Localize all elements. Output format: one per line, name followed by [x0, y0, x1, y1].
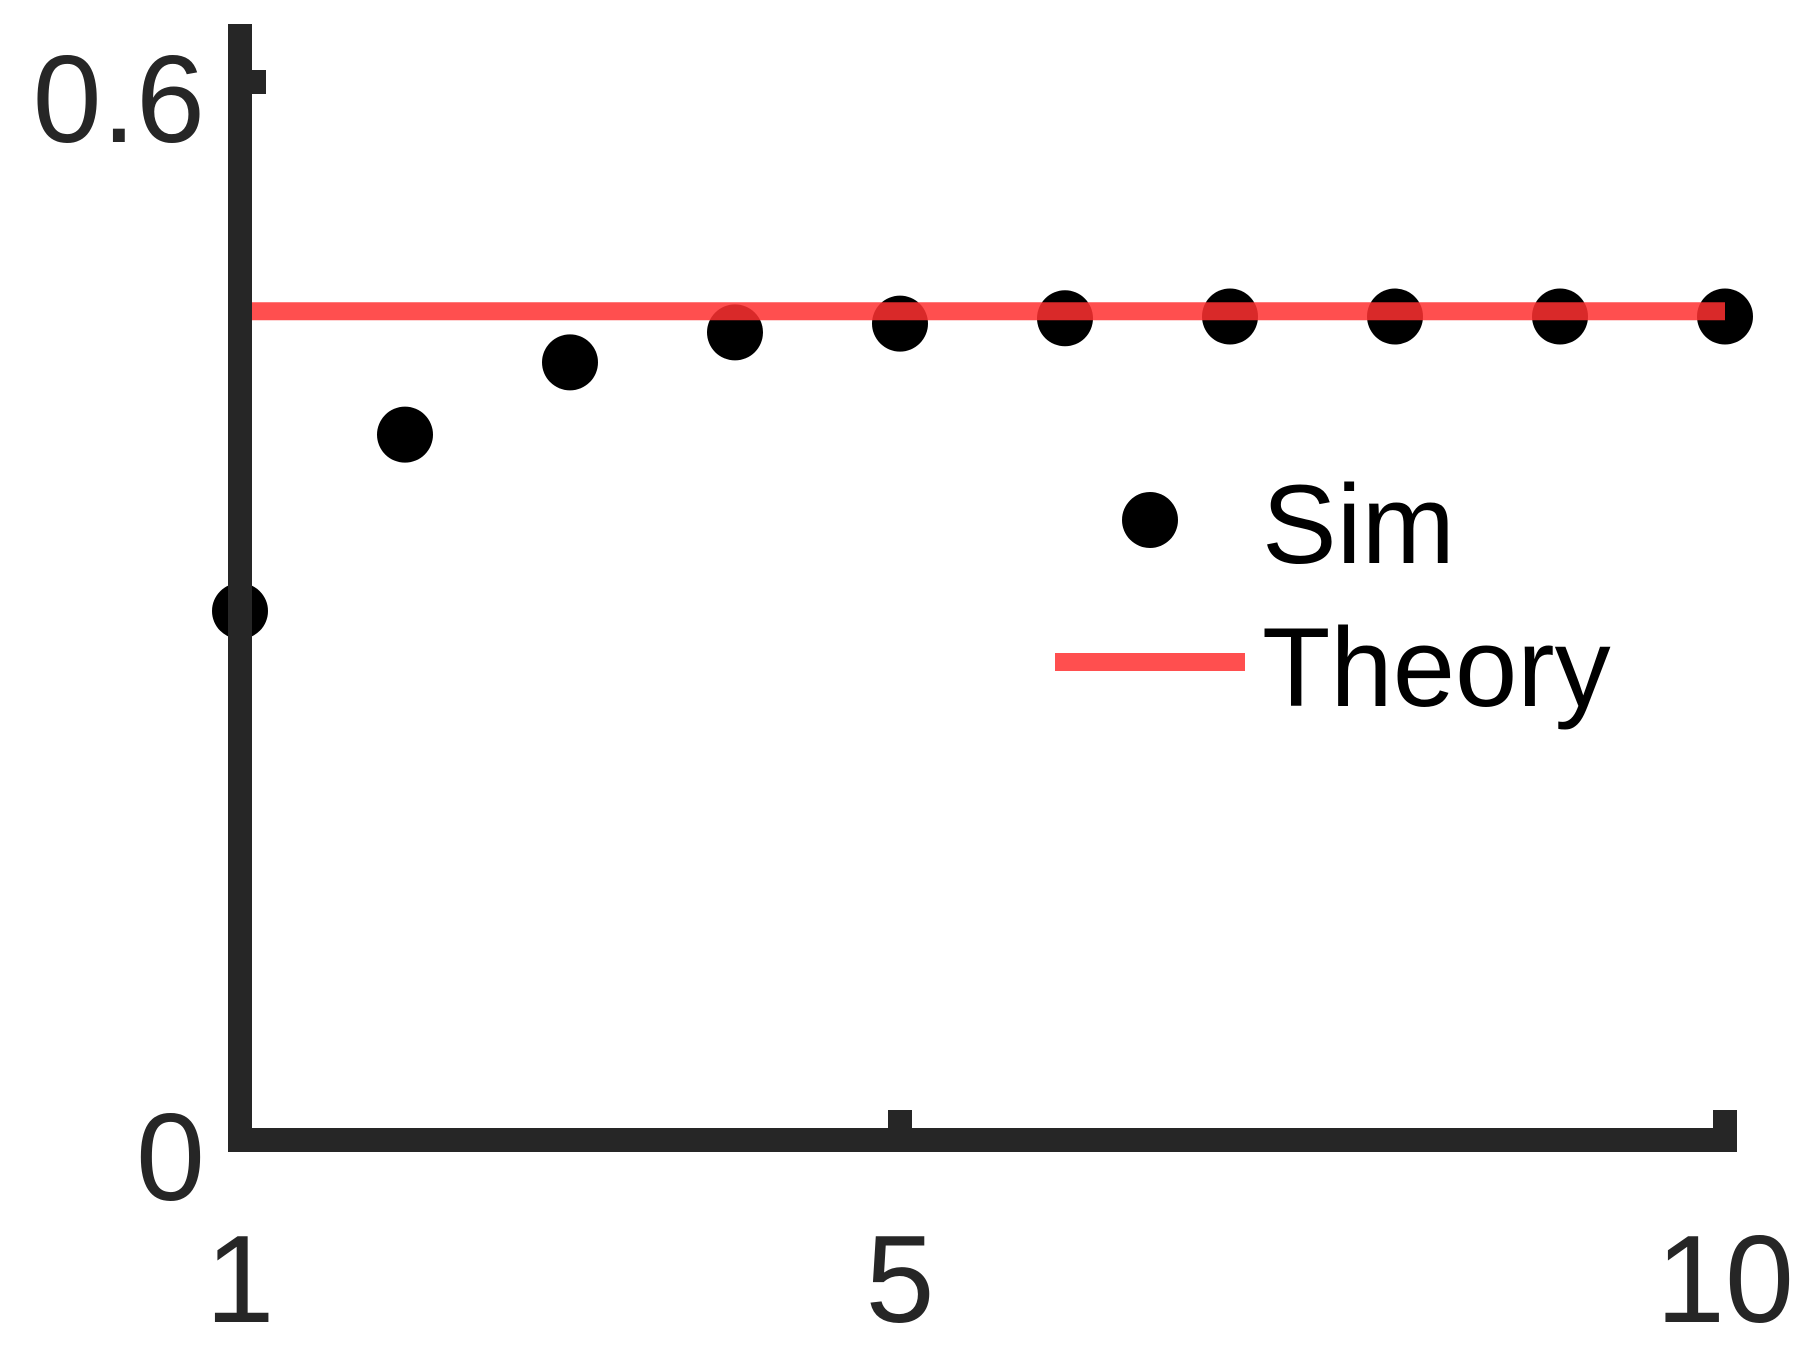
- legend-sim-marker: [1122, 492, 1178, 548]
- sim-point: [542, 334, 598, 391]
- legend: Sim Theory: [1055, 462, 1611, 730]
- sim-point: [377, 406, 433, 463]
- x-tick-label-10: 10: [1656, 1211, 1794, 1349]
- legend-theory-label: Theory: [1262, 605, 1611, 730]
- y-tick-label-0.6: 0.6: [33, 31, 205, 169]
- axes: [228, 24, 1737, 1152]
- ticks: 1 5 10 0 0.6: [33, 31, 1794, 1349]
- plot-area: [212, 288, 1753, 639]
- y-tick-label-0: 0: [136, 1089, 205, 1227]
- legend-sim-label: Sim: [1262, 462, 1455, 587]
- x-tick-label-5: 5: [866, 1211, 935, 1349]
- x-tick-label-1: 1: [206, 1211, 275, 1349]
